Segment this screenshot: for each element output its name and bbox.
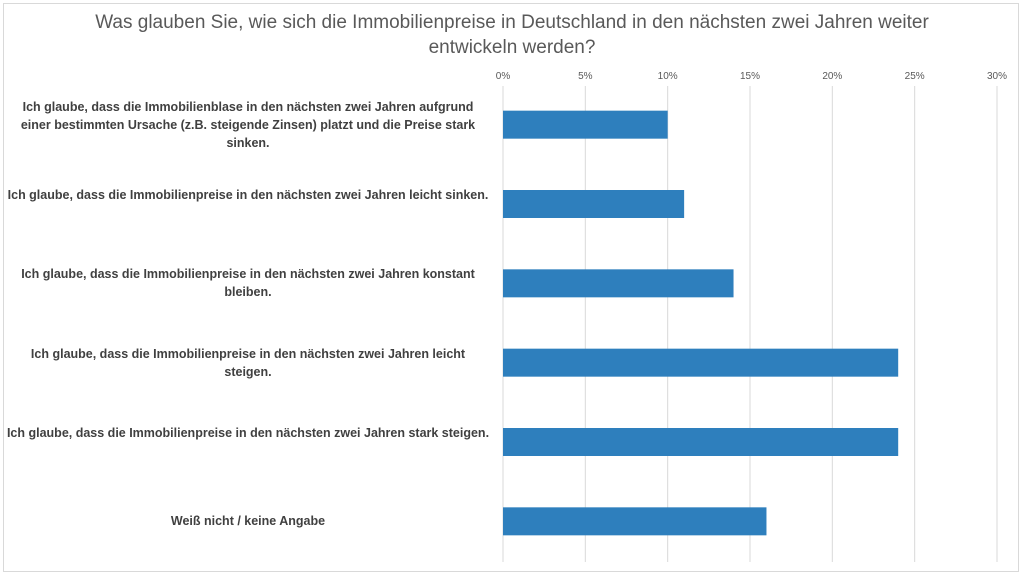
x-tick-label: 10% (658, 71, 678, 82)
x-tick-label: 5% (578, 71, 593, 82)
bar (503, 110, 668, 139)
x-tick-label: 0% (496, 71, 511, 82)
bar (503, 348, 899, 377)
x-tick-label: 20% (822, 71, 842, 82)
bar (503, 269, 734, 298)
bar (503, 190, 685, 218)
category-label: Ich glaube, dass die Immobilienpreise in… (30, 346, 466, 379)
category-label: Ich glaube, dass die Immobilienblase in … (20, 99, 476, 150)
bar (503, 507, 767, 536)
category-label: Weiß nicht / keine Angabe (170, 514, 326, 529)
bar (503, 428, 899, 456)
x-tick-label: 15% (740, 71, 760, 82)
category-label: Ich glaube, dass die Immobilienpreise in… (6, 426, 490, 440)
chart-title: Was glauben Sie, wie sich die Immobilien… (95, 12, 929, 58)
x-tick-label: 25% (905, 71, 925, 82)
x-tick-label: 30% (987, 71, 1007, 82)
category-label: Ich glaube, dass die Immobilienpreise in… (21, 267, 475, 300)
category-label: Ich glaube, dass die Immobilienpreise in… (7, 188, 489, 202)
